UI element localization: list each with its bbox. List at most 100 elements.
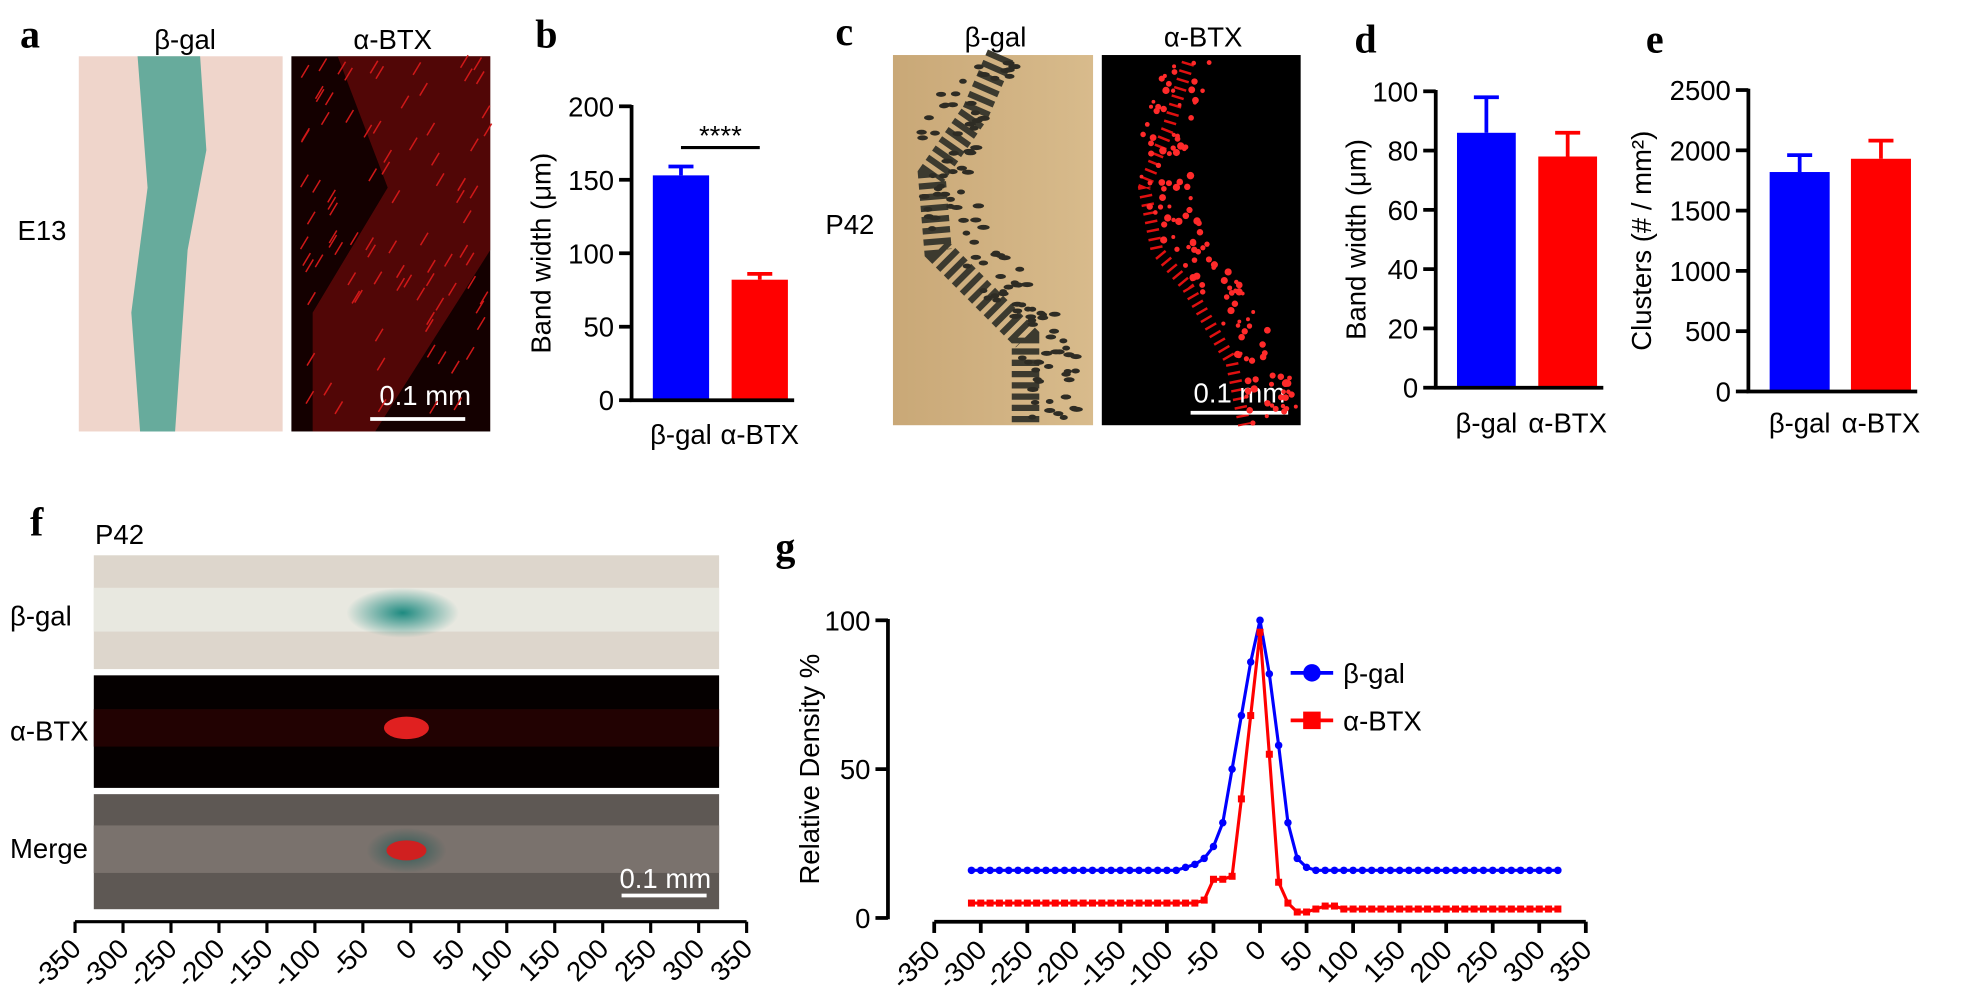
- speck: [1195, 248, 1202, 255]
- x-tick-label: -150: [218, 933, 279, 991]
- speck: [419, 82, 428, 96]
- speck: [1182, 212, 1190, 220]
- x-tick-label: -100: [266, 933, 327, 991]
- point: [1088, 899, 1096, 907]
- speck: [383, 149, 393, 163]
- x-tick-label: 0: [1239, 934, 1272, 967]
- speck: [318, 58, 328, 72]
- speck: [1186, 244, 1191, 250]
- speck: [1191, 257, 1198, 263]
- y-axis-label: Band width (μm): [1341, 139, 1372, 340]
- speck: [1259, 353, 1267, 361]
- speck: [1264, 326, 1271, 334]
- speck: [1153, 210, 1158, 215]
- point: [1125, 866, 1134, 875]
- speck: [1044, 408, 1056, 414]
- speck: [1148, 140, 1154, 147]
- point: [1396, 905, 1404, 913]
- x-tick-label: 100: [464, 933, 518, 987]
- speck: [1205, 256, 1213, 263]
- x-tick-label: 100: [1310, 934, 1364, 988]
- speck: [1025, 314, 1037, 320]
- image-stain: [383, 716, 429, 740]
- speck: [1192, 96, 1199, 104]
- panel-label: a: [20, 12, 40, 57]
- speck: [1017, 355, 1027, 361]
- point: [1144, 899, 1152, 907]
- speck: [1170, 145, 1176, 151]
- point: [1135, 866, 1143, 875]
- panel-title: P42: [95, 519, 144, 550]
- x-tick-label: 350: [1543, 934, 1597, 988]
- speck: [1017, 302, 1027, 308]
- point: [1349, 866, 1357, 875]
- speck: [1037, 315, 1049, 321]
- point: [1461, 905, 1469, 913]
- speck: [457, 177, 466, 192]
- speck: [1171, 132, 1176, 138]
- speck: [1175, 217, 1183, 226]
- speck: [992, 297, 1002, 303]
- speck: [425, 272, 435, 287]
- series-line: [971, 632, 1558, 914]
- x-tick-label: 150: [1357, 934, 1411, 988]
- point: [1209, 875, 1217, 883]
- speck: [1251, 310, 1256, 314]
- image-band: [131, 56, 207, 432]
- bar: [1538, 156, 1598, 388]
- point: [1116, 866, 1125, 875]
- point: [1256, 616, 1264, 625]
- speck: [1186, 206, 1193, 214]
- speck: [1027, 386, 1039, 392]
- speck: [431, 152, 440, 166]
- speck: [936, 183, 946, 189]
- speck: [1188, 196, 1193, 201]
- speck: [1059, 338, 1068, 344]
- speck: [377, 399, 387, 413]
- point: [1004, 866, 1013, 875]
- point: [1395, 866, 1404, 875]
- y-tick-label: 2500: [1670, 75, 1731, 106]
- speck: [305, 390, 315, 404]
- speck: [1159, 147, 1167, 155]
- speck: [916, 129, 927, 135]
- speck: [1070, 354, 1082, 360]
- point: [1163, 866, 1171, 875]
- speck: [1246, 323, 1253, 329]
- scale-bar-label: 0.1 mm: [379, 380, 471, 411]
- y-axis-label: Relative Density %: [794, 654, 825, 885]
- speck: [437, 351, 447, 365]
- y-tick-label: 0: [1403, 373, 1418, 404]
- speck: [1272, 405, 1279, 412]
- point: [1070, 866, 1078, 875]
- speck: [1034, 378, 1045, 384]
- speck: [1250, 385, 1256, 391]
- speck: [948, 150, 959, 156]
- speck: [977, 224, 990, 230]
- y-tick-label: 40: [1388, 254, 1419, 285]
- speck: [1243, 356, 1249, 362]
- point: [1535, 905, 1543, 913]
- speck: [957, 189, 965, 195]
- point: [1219, 818, 1227, 827]
- point: [1470, 866, 1478, 875]
- point: [1321, 866, 1329, 875]
- speck: [1233, 288, 1238, 294]
- point: [1526, 905, 1534, 913]
- speck: [1176, 178, 1184, 186]
- point: [1219, 875, 1227, 883]
- point: [986, 866, 994, 875]
- y-tick-label: 100: [568, 238, 614, 269]
- speck: [962, 230, 971, 236]
- speck: [1199, 289, 1206, 295]
- speck: [351, 290, 361, 304]
- speck: [970, 145, 983, 151]
- x-tick-label: 0: [390, 933, 423, 966]
- point: [967, 866, 976, 875]
- x-tick-label: α-BTX: [1842, 408, 1921, 439]
- x-tick-label: 50: [427, 933, 471, 977]
- speck: [1281, 379, 1290, 388]
- speck: [950, 205, 963, 211]
- point: [1321, 902, 1329, 910]
- speck: [307, 291, 316, 306]
